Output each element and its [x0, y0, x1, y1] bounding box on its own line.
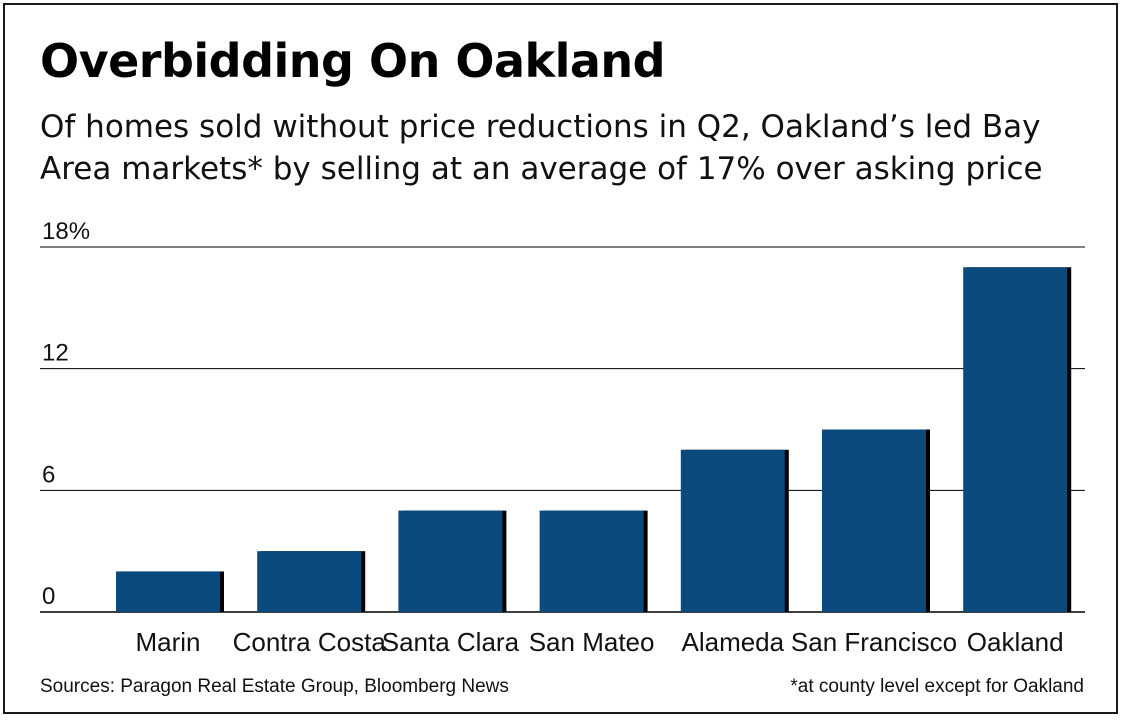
bar-santa-clara	[398, 510, 503, 612]
x-tick-label-contra-costa: Contra Costa	[233, 627, 387, 657]
bar-san-mateo	[539, 510, 644, 612]
bar-oakland	[963, 267, 1068, 612]
x-tick-label-san-mateo: San Mateo	[529, 627, 655, 657]
x-tick-label-alameda: Alameda	[681, 627, 784, 657]
source-note: Sources: Paragon Real Estate Group, Bloo…	[40, 676, 509, 697]
y-tick-label-12: 12	[42, 340, 69, 367]
bar-alameda	[680, 449, 785, 612]
bar-contra-costa	[257, 551, 362, 612]
y-tick-label-6: 6	[42, 461, 55, 488]
bar-san-francisco	[822, 429, 926, 612]
x-tick-label-oakland: Oakland	[967, 627, 1064, 657]
chart-subtitle: Of homes sold without price reductions i…	[40, 109, 1043, 187]
x-tick-label-santa-clara: Santa Clara	[382, 627, 520, 657]
chart-title: Overbidding On Oakland	[40, 34, 666, 88]
x-tick-label-san-francisco: San Francisco	[791, 627, 957, 657]
bar-marin	[116, 571, 220, 612]
y-tick-label-0: 0	[42, 583, 55, 610]
footnote: *at county level except for Oakland	[790, 676, 1084, 697]
x-tick-label-marin: Marin	[135, 627, 200, 657]
y-tick-label-18: 18%	[42, 218, 90, 245]
